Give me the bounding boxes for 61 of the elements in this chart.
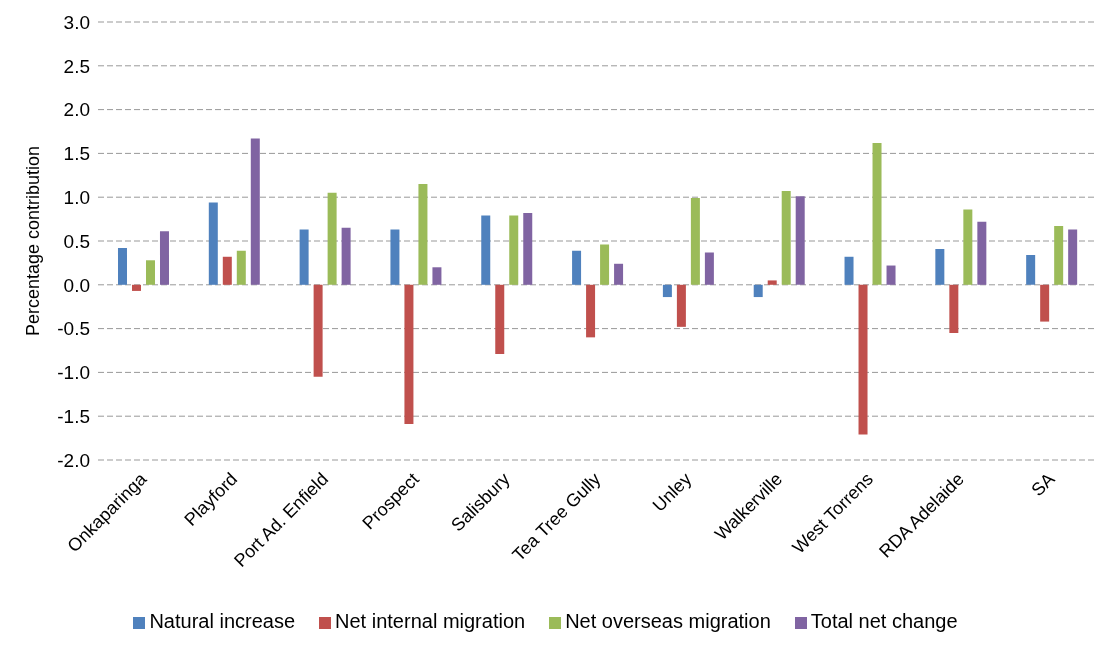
y-axis-title: Percentage contribution [23, 145, 44, 336]
bar [222, 256, 232, 285]
legend-label: Net overseas migration [565, 610, 771, 632]
y-tick-label: -1.5 [57, 405, 90, 427]
bar [963, 209, 973, 285]
bar [600, 244, 610, 285]
bar [662, 284, 672, 298]
bar [418, 184, 428, 285]
bar [844, 256, 854, 285]
bar [404, 284, 414, 425]
bar [753, 284, 763, 298]
bar [1040, 284, 1050, 322]
bar [886, 265, 896, 285]
bar [872, 142, 882, 285]
bar [977, 221, 987, 285]
bar [313, 284, 323, 377]
bar [1054, 226, 1064, 285]
legend-label: Net internal migration [335, 610, 526, 632]
y-tick-label: -0.5 [57, 318, 90, 340]
x-tick-label: SA [1027, 468, 1059, 501]
y-tick-label: 2.5 [63, 55, 90, 77]
y-tick-label: -1.0 [57, 362, 90, 384]
bar [586, 284, 596, 338]
bar [767, 280, 777, 285]
bar [614, 263, 624, 285]
bar [159, 231, 169, 285]
bar [327, 192, 337, 285]
y-tick-label: 1.5 [63, 143, 90, 165]
bar [250, 138, 260, 285]
bar [341, 227, 351, 285]
y-tick-label: 2.0 [63, 99, 90, 121]
bar [690, 198, 700, 285]
bar [572, 250, 582, 285]
y-tick-label: 0.0 [63, 274, 90, 296]
bar [236, 250, 246, 285]
bar [495, 284, 505, 354]
bar [704, 252, 714, 285]
y-tick-label: -2.0 [57, 449, 90, 471]
bar [676, 284, 686, 327]
bar [131, 284, 141, 291]
bar [795, 196, 805, 285]
bar [935, 248, 945, 285]
bar [523, 212, 533, 285]
bar [509, 215, 519, 285]
legend-label: Natural increase [149, 610, 296, 632]
bar [299, 229, 309, 285]
bar [781, 191, 791, 285]
y-tick-label: 0.5 [63, 230, 90, 252]
bar [481, 215, 491, 285]
bar [117, 248, 127, 285]
bar [858, 284, 868, 435]
bar [949, 284, 959, 333]
bar [208, 202, 218, 285]
y-tick-label: 1.0 [63, 186, 90, 208]
bar [390, 229, 400, 285]
bar [145, 260, 155, 285]
legend-label: Total net change [810, 610, 958, 632]
bar [1026, 255, 1036, 285]
y-tick-label: 3.0 [63, 11, 90, 33]
bar [432, 267, 442, 285]
bar [1068, 229, 1078, 285]
